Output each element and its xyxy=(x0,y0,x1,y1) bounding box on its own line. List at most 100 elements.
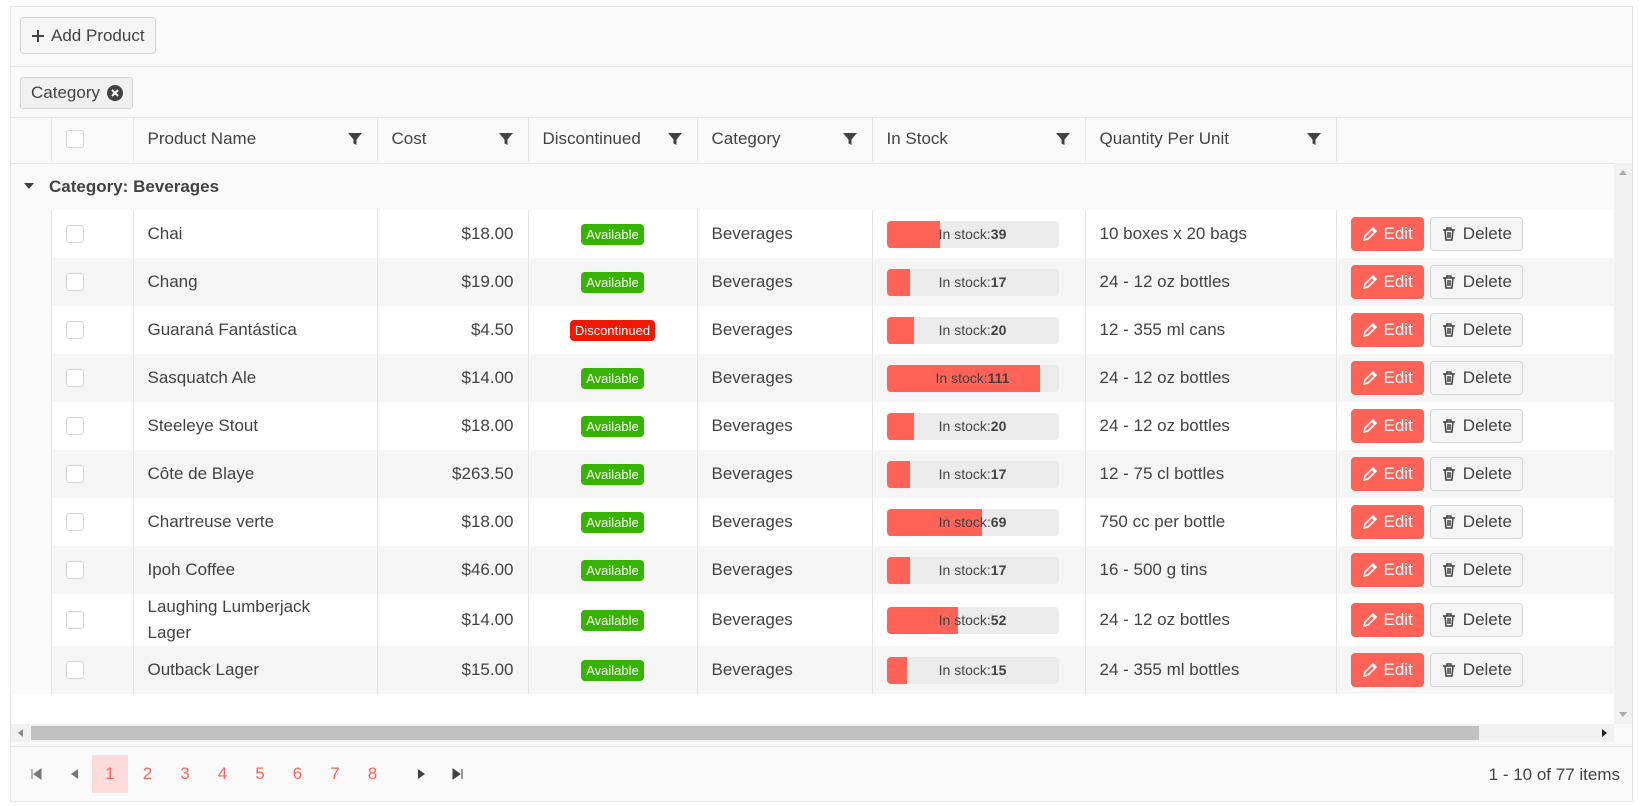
row-checkbox[interactable] xyxy=(65,369,84,387)
cost: $14.00 xyxy=(376,354,528,402)
edit-button[interactable]: Edit xyxy=(1350,653,1424,687)
stock-value: 39 xyxy=(990,226,1007,242)
edit-label: Edit xyxy=(1383,464,1413,483)
status-cell: Available xyxy=(527,258,697,306)
stock-fill xyxy=(886,606,959,634)
row-indent xyxy=(11,594,51,646)
column-header[interactable]: Cost xyxy=(376,117,528,161)
previous-page[interactable] xyxy=(68,767,82,781)
quantity: 24 - 12 oz bottles xyxy=(1084,258,1336,306)
row-checkbox[interactable] xyxy=(65,321,84,339)
edit-icon xyxy=(1362,466,1378,482)
delete-button[interactable]: Delete xyxy=(1429,361,1523,395)
delete-label: Delete xyxy=(1462,368,1512,387)
filter-icon[interactable] xyxy=(1306,131,1322,152)
icon xyxy=(1442,467,1455,481)
data-row: Sasquatch Ale $14.00 Available Beverages In … xyxy=(11,354,1614,402)
filter-icon[interactable] xyxy=(498,131,514,152)
stock-prefix: In stock: xyxy=(938,466,991,482)
delete-button[interactable]: Delete xyxy=(1429,457,1523,491)
delete-label: Delete xyxy=(1462,224,1512,243)
edit-icon xyxy=(1362,418,1378,434)
select-cell xyxy=(50,354,133,402)
delete-button[interactable]: Delete xyxy=(1429,553,1523,587)
page-number[interactable]: 2 xyxy=(142,764,153,783)
group-chip[interactable]: Category xyxy=(20,77,133,109)
stock-fill xyxy=(886,268,910,296)
edit-button[interactable]: Edit xyxy=(1350,505,1424,539)
stock-prefix: In stock: xyxy=(938,322,991,338)
delete-button[interactable]: Delete xyxy=(1429,409,1523,443)
filter-icon[interactable] xyxy=(1055,131,1071,152)
edit-button[interactable]: Edit xyxy=(1350,409,1424,443)
delete-button[interactable]: Delete xyxy=(1429,217,1523,251)
page-number[interactable]: 1 xyxy=(92,755,128,793)
edit-button[interactable]: Edit xyxy=(1350,603,1424,637)
status-cell: Available xyxy=(527,450,697,498)
select-all-checkbox[interactable] xyxy=(65,130,84,148)
collapse-icon[interactable] xyxy=(23,180,35,192)
row-checkbox[interactable] xyxy=(65,465,84,483)
page-number[interactable]: 8 xyxy=(367,764,378,783)
status-cell: Discontinued xyxy=(527,306,697,354)
select-cell xyxy=(50,498,133,546)
delete-button[interactable]: Delete xyxy=(1429,313,1523,347)
edit-button[interactable]: Edit xyxy=(1350,553,1424,587)
edit-button[interactable]: Edit xyxy=(1350,361,1424,395)
filter-icon[interactable] xyxy=(842,131,858,152)
column-header[interactable]: Quantity Per Unit xyxy=(1084,117,1336,161)
column-header[interactable]: Discontinued xyxy=(527,117,697,161)
icon xyxy=(1442,563,1455,577)
column-header[interactable]: Category xyxy=(696,117,872,161)
row-checkbox[interactable] xyxy=(65,225,84,243)
actions: Edit Delete xyxy=(1335,354,1614,402)
filter-icon[interactable] xyxy=(347,131,363,152)
header-indent xyxy=(11,117,51,161)
data-row: Ipoh Coffee $46.00 Available Beverages In st… xyxy=(11,546,1614,594)
edit-button[interactable]: Edit xyxy=(1350,265,1424,299)
next-page[interactable] xyxy=(414,767,428,781)
product-name: Sasquatch Ale xyxy=(132,354,377,402)
row-checkbox[interactable] xyxy=(65,417,84,435)
row-checkbox[interactable] xyxy=(65,661,84,679)
page-number[interactable]: 5 xyxy=(255,764,265,783)
row-indent xyxy=(11,450,51,498)
delete-button[interactable]: Delete xyxy=(1429,265,1523,299)
row-checkbox[interactable] xyxy=(65,611,84,629)
column-header[interactable]: Product Name xyxy=(132,117,377,161)
page-number[interactable]: 7 xyxy=(330,764,340,783)
edit-label: Edit xyxy=(1383,416,1413,435)
first-page[interactable] xyxy=(29,767,43,781)
edit-button[interactable]: Edit xyxy=(1350,313,1424,347)
page-number[interactable]: 6 xyxy=(292,764,303,783)
horizontal-scrollbar[interactable] xyxy=(11,724,1614,742)
row-indent xyxy=(11,210,51,258)
row-checkbox[interactable] xyxy=(65,513,84,531)
vertical-scrollbar[interactable] xyxy=(1614,163,1632,724)
stock-fill xyxy=(886,460,910,488)
header-row: Product Name Cost Discontinued Category In S… xyxy=(11,117,1614,162)
column-header[interactable]: In Stock xyxy=(871,117,1085,161)
last-page[interactable] xyxy=(451,767,465,781)
page-number[interactable]: 4 xyxy=(217,764,228,783)
icon xyxy=(1362,226,1377,242)
actions: Edit Delete xyxy=(1335,498,1614,546)
row-checkbox[interactable] xyxy=(65,273,84,291)
edit-button[interactable]: Edit xyxy=(1350,457,1424,491)
stock-prefix: In stock: xyxy=(938,226,991,242)
delete-button[interactable]: Delete xyxy=(1429,653,1523,687)
filter-icon[interactable] xyxy=(667,131,683,152)
add-product-button[interactable]: Add Product xyxy=(20,17,156,54)
status-cell: Available xyxy=(527,546,697,594)
page-number[interactable]: 3 xyxy=(180,764,190,783)
cost: $4.50 xyxy=(376,306,528,354)
row-checkbox[interactable] xyxy=(65,561,84,579)
select-cell xyxy=(50,546,133,594)
group-header[interactable]: Category: Beverages xyxy=(11,164,1614,210)
category: Beverages xyxy=(696,402,872,450)
edit-icon xyxy=(1362,612,1378,628)
edit-button[interactable]: Edit xyxy=(1350,217,1424,251)
delete-button[interactable]: Delete xyxy=(1429,603,1523,637)
delete-button[interactable]: Delete xyxy=(1429,505,1523,539)
remove-icon[interactable] xyxy=(106,84,124,102)
